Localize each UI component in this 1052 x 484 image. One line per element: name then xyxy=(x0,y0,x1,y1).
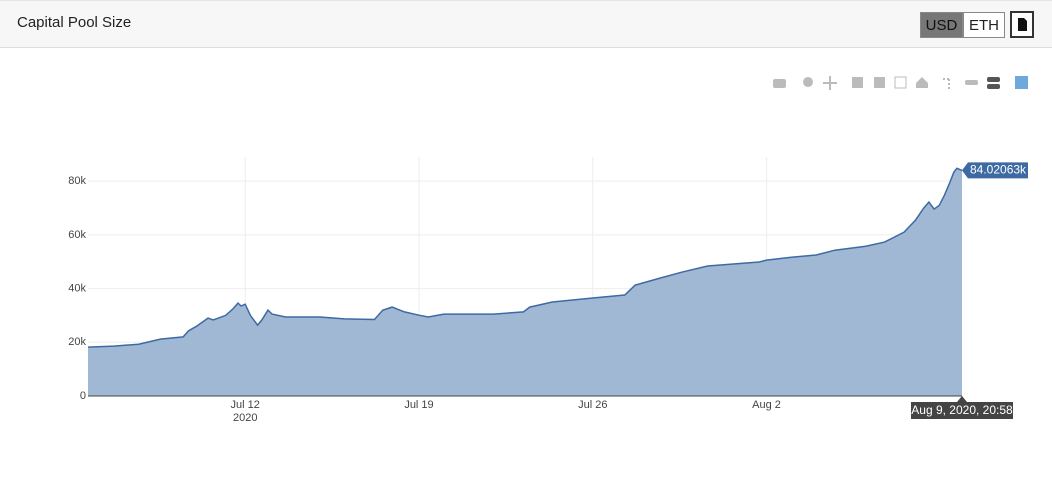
currency-button[interactable]: ETH xyxy=(963,12,1005,38)
y-tick-label: 60k xyxy=(68,229,86,241)
panel-title: Capital Pool Size xyxy=(17,14,132,31)
hover-x-label: Aug 9, 2020, 20:58 xyxy=(911,403,1013,417)
area-fill xyxy=(88,168,962,396)
hover-x-box xyxy=(911,396,1013,419)
area-line xyxy=(87,167,963,348)
x-tick-label: Jul 19 xyxy=(404,399,433,411)
x-tick-sublabel: 2020 xyxy=(233,412,257,424)
y-tick-label: 0 xyxy=(80,390,86,402)
csv-button[interactable] xyxy=(1010,11,1034,38)
x-tick-label: Aug 2 xyxy=(752,399,781,411)
header: Capital Pool Size USD ETH xyxy=(0,0,1052,48)
hover-value-label: 84.02063k xyxy=(970,163,1027,177)
y-tick-label: 20k xyxy=(68,336,86,348)
x-tick-label: Jul 26 xyxy=(578,399,607,411)
y-tick-label: 80k xyxy=(68,175,86,187)
modebar[interactable] xyxy=(773,76,1028,90)
hover-value-box xyxy=(962,162,1028,179)
file-icon xyxy=(1018,18,1027,31)
currency-button[interactable]: USD xyxy=(920,12,963,38)
x-tick-label: Jul 12 xyxy=(231,399,260,411)
y-tick-label: 40k xyxy=(68,282,86,294)
